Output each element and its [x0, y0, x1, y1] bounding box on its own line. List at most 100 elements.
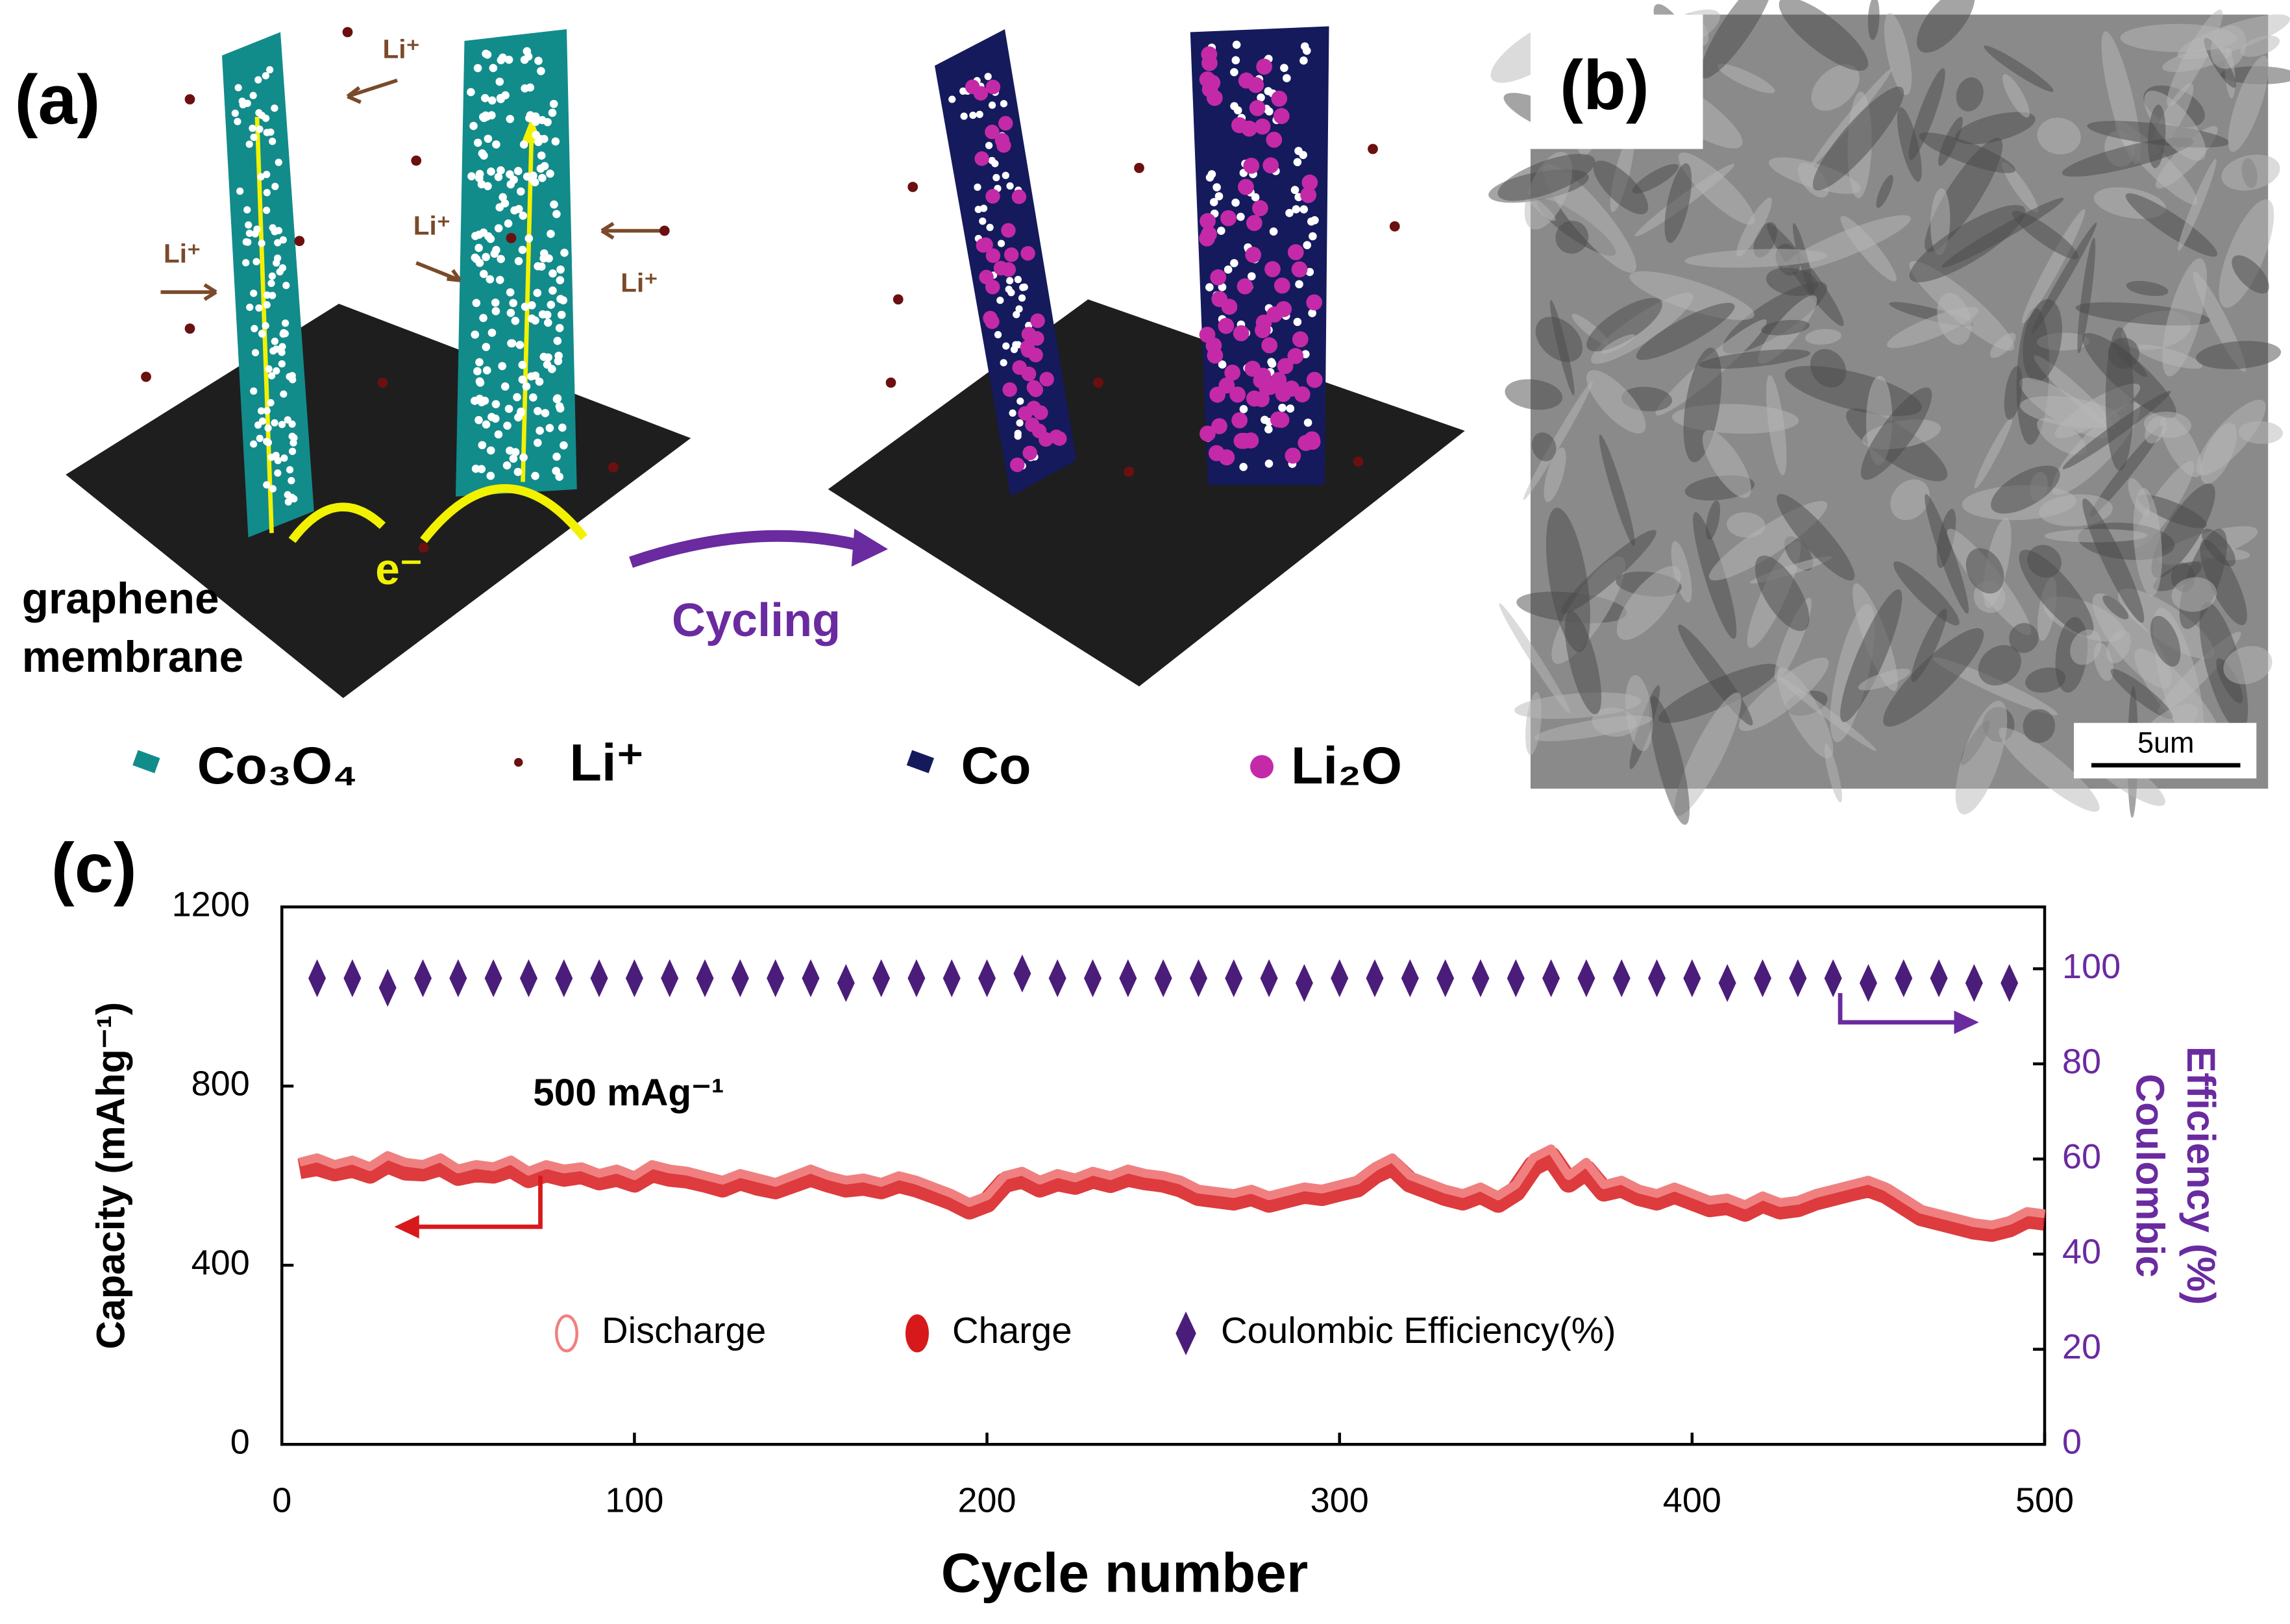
sheet-dot [275, 158, 282, 166]
sem-flake [2221, 154, 2280, 191]
sem-flake [2151, 483, 2215, 578]
graphene-plate [828, 299, 1465, 687]
sheet-dot [1309, 232, 1317, 241]
sheet-dot [479, 314, 487, 323]
sheet-dot [263, 189, 271, 197]
legend-icon [1250, 755, 1274, 779]
sheet-dot [1291, 261, 1308, 278]
sheet-dot [495, 77, 504, 86]
ce-marker [1154, 959, 1172, 998]
sem-flake [1586, 370, 1646, 434]
sheet-dot [278, 360, 286, 368]
sheet-dot [242, 259, 250, 267]
sheet-dot [280, 390, 288, 398]
sheet-dot [1301, 174, 1318, 191]
sem-flake [2021, 208, 2086, 324]
sem-flake [1632, 164, 1679, 194]
sheet-dot [257, 173, 265, 181]
sheet-dot [969, 111, 977, 119]
li-label: Li⁺ [413, 211, 450, 241]
ce-marker [1471, 959, 1490, 998]
sem-flake [1499, 603, 1571, 714]
electron-label: e⁻ [375, 545, 423, 594]
sheet-dot [978, 237, 993, 252]
sheet-dot [1252, 200, 1268, 217]
sem-flake [2070, 629, 2102, 665]
sheet-dot [486, 471, 495, 480]
ce-marker [1083, 959, 1102, 998]
sheet-dot [537, 67, 545, 75]
sheet-dot [996, 297, 1004, 304]
sheet-dot [1302, 46, 1311, 55]
annotation: 500 mAg⁻¹ [533, 1072, 724, 1114]
sheet-dot [245, 140, 253, 148]
sheet-dot [263, 407, 271, 415]
sem-flake [1671, 541, 1692, 603]
sheet-dot [484, 134, 493, 143]
sheet-dot [1251, 193, 1260, 202]
sem-flake [2228, 55, 2269, 153]
sheet-dot [265, 365, 273, 373]
li-ion [907, 182, 918, 192]
sheet-dot [528, 301, 536, 310]
sheet-dot [1280, 64, 1288, 72]
sheet-dot [1248, 77, 1264, 93]
sheet-dot [1200, 213, 1216, 229]
sheet-dot [1299, 205, 1309, 214]
li-ion [506, 232, 517, 243]
sheet-dot [513, 393, 521, 402]
sheet-dot [1254, 118, 1271, 135]
sheet-dot [1311, 216, 1319, 225]
sheet-dot [1266, 131, 1283, 148]
sheet-dot [535, 377, 544, 386]
sem-flake [1876, 175, 1893, 208]
sheet-dot [481, 93, 489, 103]
y2-tick-label: 80 [2062, 1042, 2101, 1081]
sheet-dot [497, 254, 506, 264]
sheet-dot [993, 260, 1009, 276]
ce-marker [1013, 954, 1031, 993]
sheet-dot [234, 117, 241, 125]
sheet-dot [1029, 331, 1044, 346]
sheet-dot [506, 308, 515, 317]
sheet-dot [524, 234, 534, 243]
sheet-dot [245, 229, 254, 238]
sem-texture [1488, 0, 2290, 825]
y-axis-label: Capacity (mAhg⁻¹) [89, 1002, 133, 1349]
ce-marker [378, 968, 397, 1007]
sheet-dot [271, 182, 279, 190]
sheet-dot [519, 140, 528, 149]
sem-flake [1505, 379, 1563, 410]
sheet-dot [558, 423, 567, 432]
sem-flake [1840, 215, 1897, 282]
sheet-dot [492, 140, 500, 149]
sheet-dot [487, 167, 495, 176]
sheet-dot [278, 349, 286, 356]
sheet-dot [1230, 259, 1238, 267]
sem-flake [2162, 258, 2207, 376]
sheet-dot [1002, 171, 1009, 179]
sem-flake [1805, 328, 1841, 345]
sheet-dot [515, 204, 523, 214]
sheet-dot [482, 420, 491, 429]
sheet-dot [482, 252, 490, 262]
sem-flake [2023, 299, 2062, 382]
sheet-dot [1013, 311, 1020, 319]
y-tick-label: 0 [230, 1423, 250, 1462]
scale-label: 5um [2137, 726, 2195, 759]
sheet-dot [974, 206, 982, 214]
sheet-dot [1292, 205, 1301, 214]
ce-marker [1436, 959, 1455, 998]
sem-flake [1955, 700, 2008, 815]
sheet-dot [1010, 457, 1025, 473]
sheet-dot [539, 254, 548, 263]
sem-flake [1761, 319, 1810, 336]
sem-flake [2148, 105, 2166, 169]
sheet-dot [518, 245, 527, 254]
sheet-dot [552, 452, 561, 461]
sheet-dot [501, 91, 510, 100]
sheet-dot [1030, 313, 1045, 328]
sem-flake [1531, 432, 1557, 461]
arrowhead [851, 528, 888, 567]
sheet-dot [289, 439, 297, 447]
